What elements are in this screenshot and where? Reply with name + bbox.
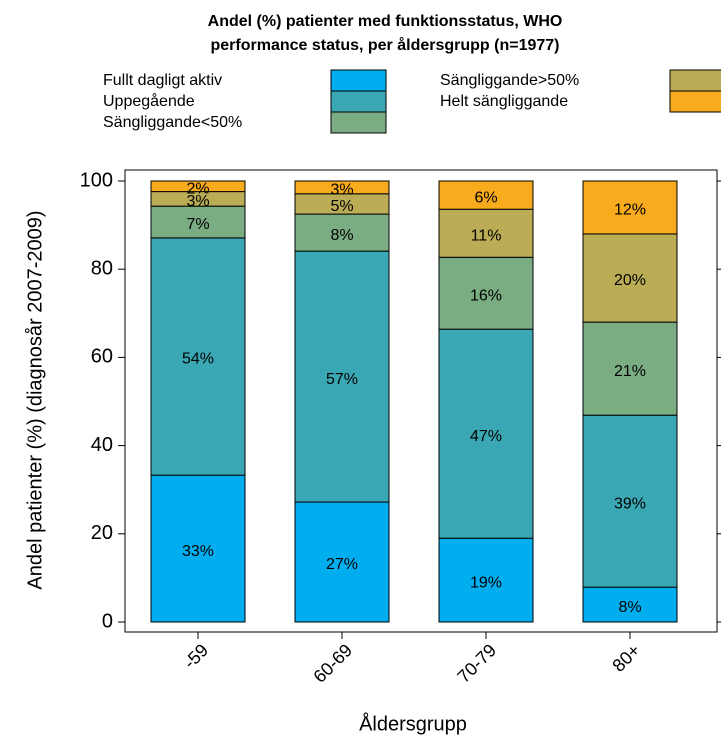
y-tick-label: 100 — [80, 169, 113, 191]
legend-label: Sängliggande<50% — [103, 114, 242, 131]
data-label: 39% — [614, 495, 646, 512]
x-tick-label: 80+ — [608, 640, 644, 676]
legend-label: Sängliggande>50% — [440, 72, 579, 89]
data-label: 8% — [618, 599, 641, 616]
data-label: 20% — [614, 272, 646, 289]
bar-segment — [150, 474, 246, 623]
y-axis-label: Andel patienter (%) (diagnosår 2007-2009… — [24, 210, 46, 589]
data-label: 5% — [330, 198, 353, 215]
x-tick-label: 70-79 — [453, 640, 500, 687]
x-tick-label: 60-69 — [309, 640, 356, 687]
legend-label: Helt sängliggande — [440, 93, 568, 110]
bar-segment — [150, 237, 246, 476]
x-axis-label: Åldersgrupp — [359, 712, 467, 735]
bar-segment — [294, 180, 390, 195]
chart-title: Andel (%) patienter med funktionsstatus,… — [208, 13, 563, 30]
data-label: 7% — [186, 216, 209, 233]
data-label: 3% — [330, 182, 353, 199]
data-label: 54% — [182, 351, 214, 368]
y-tick-label: 60 — [91, 346, 113, 368]
bar-segment — [582, 414, 678, 588]
bar-segment — [294, 501, 390, 623]
data-label: 21% — [614, 363, 646, 380]
bar-segment — [582, 586, 678, 623]
data-label: 19% — [470, 574, 502, 591]
data-label: 11% — [471, 227, 502, 244]
bar-segment — [438, 208, 534, 258]
bar-segment — [150, 180, 246, 193]
bar-segment — [582, 180, 678, 235]
y-tick-label: 20 — [91, 522, 113, 544]
bar-segment — [582, 321, 678, 416]
y-tick-label: 40 — [91, 434, 113, 456]
data-label: 2% — [186, 181, 209, 198]
data-label: 12% — [614, 202, 646, 219]
y-tick-label: 80 — [91, 257, 113, 279]
bar-segment — [438, 537, 534, 623]
bar-segment — [294, 250, 390, 503]
bar-segment — [438, 328, 534, 539]
data-label: 3% — [186, 193, 209, 210]
x-tick-label: -59 — [180, 640, 213, 673]
data-label: 16% — [470, 287, 502, 304]
data-label: 27% — [326, 556, 358, 573]
bar-segment — [582, 233, 678, 323]
data-label: 47% — [470, 428, 502, 445]
data-label: 33% — [182, 543, 214, 560]
bar-segment — [150, 205, 246, 239]
legend-label: Uppegående — [103, 92, 195, 110]
legend-swatch — [330, 90, 387, 113]
bar-segment — [438, 180, 534, 210]
legend-swatch — [330, 111, 387, 134]
plot-frame — [124, 169, 718, 633]
chart-title: performance status, per åldersgrupp (n=1… — [211, 36, 560, 54]
legend-label: Fullt dagligt aktiv — [103, 72, 222, 89]
legend-swatch — [669, 69, 721, 92]
y-tick-label: 0 — [102, 610, 113, 632]
data-label: 57% — [326, 371, 358, 388]
data-label: 8% — [330, 227, 353, 244]
legend-swatch — [330, 69, 387, 92]
bar-segment — [294, 213, 390, 252]
data-label: 6% — [474, 189, 497, 206]
legend-swatch — [669, 90, 721, 113]
